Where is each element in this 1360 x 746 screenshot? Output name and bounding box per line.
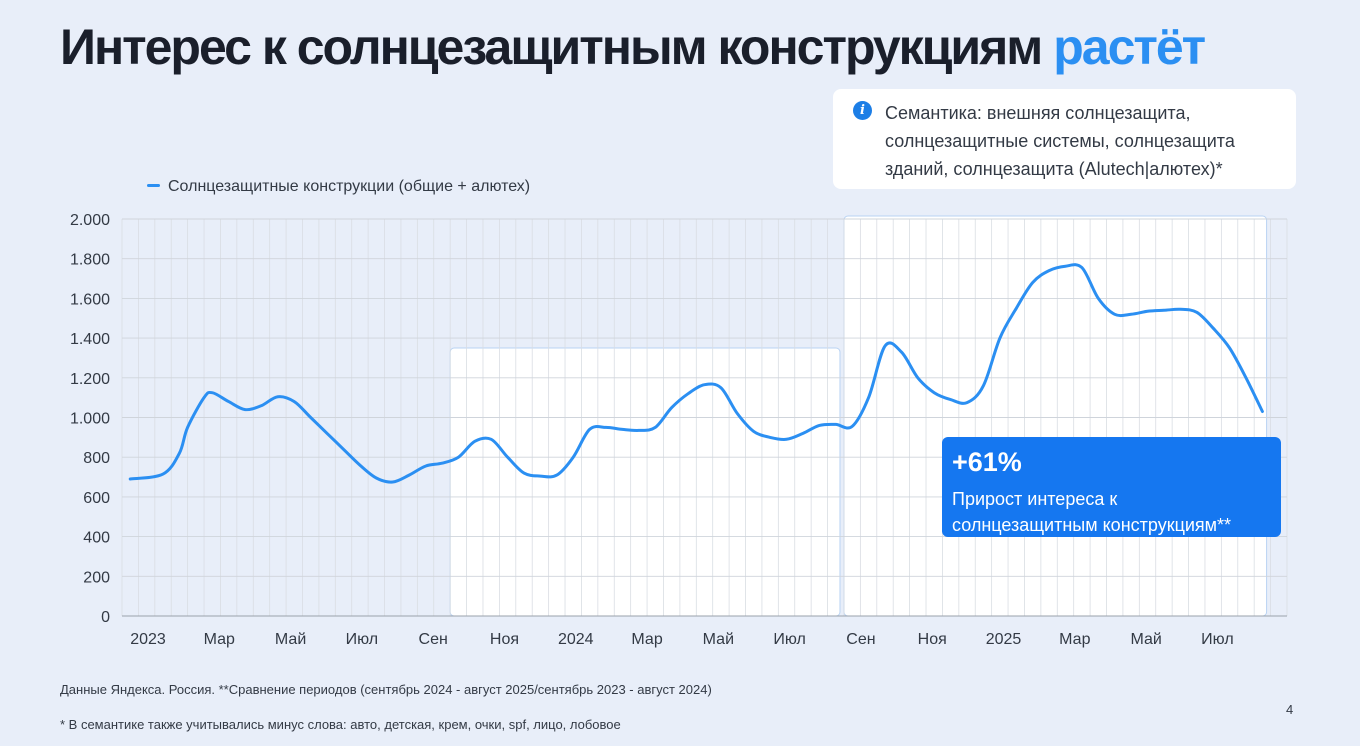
page-title: Интерес к солнцезащитным конструкциям ра… xyxy=(60,18,1206,76)
x-tick-label: Июл xyxy=(1201,631,1233,648)
y-tick-label: 1.400 xyxy=(70,331,110,348)
y-tick-label: 1.200 xyxy=(70,371,110,388)
x-tick-label: 2024 xyxy=(558,631,594,648)
x-tick-label: 2023 xyxy=(130,631,166,648)
x-tick-label: Июл xyxy=(773,631,805,648)
y-tick-label: 800 xyxy=(83,450,110,467)
x-tick-label: Мар xyxy=(204,631,235,648)
title-accent: растёт xyxy=(1053,19,1206,75)
x-tick-label: Сен xyxy=(419,631,448,648)
semantics-text: Семантика: внешняя солнцезащита, солнцез… xyxy=(885,103,1235,179)
x-tick-label: Ноя xyxy=(490,631,519,648)
y-tick-label: 0 xyxy=(101,609,110,626)
y-tick-label: 2.000 xyxy=(70,212,110,229)
x-tick-label: Ноя xyxy=(918,631,947,648)
chart-legend: Солнцезащитные конструкции (общие + алют… xyxy=(147,177,530,197)
title-main: Интерес к солнцезащитным конструкциям xyxy=(60,19,1043,75)
y-tick-label: 600 xyxy=(83,490,110,507)
legend-swatch xyxy=(147,184,160,188)
x-tick-label: Мар xyxy=(631,631,662,648)
info-icon: i xyxy=(853,101,872,120)
callout-text: Прирост интереса к солнцезащитным констр… xyxy=(952,489,1232,535)
y-tick-label: 200 xyxy=(83,569,110,586)
x-tick-label: Июл xyxy=(346,631,378,648)
highlight-period-1 xyxy=(449,347,841,617)
x-tick-label: Сен xyxy=(846,631,875,648)
page-number: 4 xyxy=(1286,702,1294,717)
x-tick-label: Май xyxy=(275,631,306,648)
y-tick-label: 400 xyxy=(83,530,110,547)
x-tick-label: Мар xyxy=(1059,631,1090,648)
series-line xyxy=(128,263,1264,484)
y-tick-label: 1.600 xyxy=(70,291,110,308)
y-tick-label: 1.800 xyxy=(70,252,110,269)
x-tick-label: Май xyxy=(1130,631,1161,648)
x-tick-label: Май xyxy=(703,631,734,648)
source-footnote: Данные Яндекса. Россия. **Сравнение пери… xyxy=(60,682,712,697)
y-tick-label: 1.000 xyxy=(70,411,110,428)
legend-label: Солнцезащитные конструкции (общие + алют… xyxy=(168,178,531,195)
callout-value: +61% xyxy=(952,447,1022,477)
semantics-info-box: i Семантика: внешняя солнцезащита, солнц… xyxy=(833,89,1296,189)
highlight-period-2 xyxy=(843,215,1268,617)
x-tick-label: 2025 xyxy=(986,631,1022,648)
growth-callout: +61% Прирост интереса к солнцезащитным к… xyxy=(942,437,1281,537)
semantics-footnote: * В семантике также учитывались минус сл… xyxy=(60,717,621,732)
